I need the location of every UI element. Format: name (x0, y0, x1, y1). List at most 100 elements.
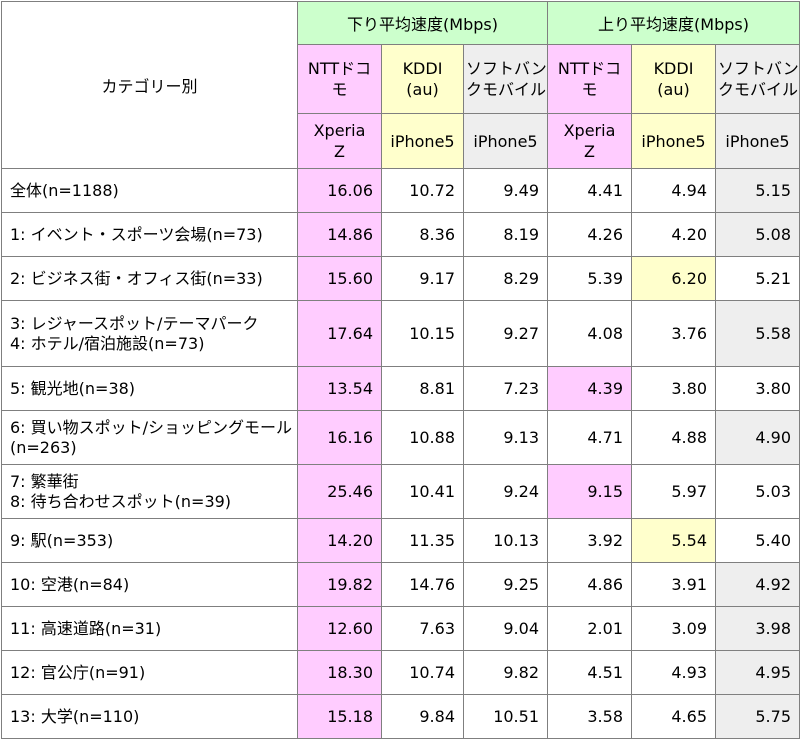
table-header: カテゴリー別 下り平均速度(Mbps) 上り平均速度(Mbps) NTTドコモ K… (1, 1, 800, 169)
value-cell: 2.01 (547, 606, 632, 651)
value-cell: 12.60 (297, 606, 382, 651)
value-cell: 11.35 (381, 518, 464, 563)
cell-text-line: KDDI (402, 59, 443, 78)
value-cell: 8.19 (463, 212, 548, 257)
value-cell: 5.03 (715, 464, 800, 519)
value-cell: 4.95 (715, 650, 800, 695)
value-cell: 9.25 (463, 562, 548, 607)
cell-text-line: 4: ホテル/宿泊施設(n=73) (10, 333, 205, 353)
value-cell: 16.16 (297, 410, 382, 465)
value-cell: 10.41 (381, 464, 464, 519)
cell-text-line: ソフトバン (466, 59, 547, 78)
value-cell: 4.39 (547, 366, 632, 411)
cell-text-line: 1: イベント・スポーツ会場(n=73) (10, 224, 263, 244)
cell-text-line: 8: 待ち合わせスポット(n=39) (10, 491, 232, 511)
value-cell: 25.46 (297, 464, 382, 519)
value-cell: 9.84 (381, 694, 464, 739)
device-header-2: iPhone5 (463, 113, 548, 169)
cell-text-line: Xperia (313, 121, 366, 140)
cell-text-line: KDDI (653, 59, 694, 78)
value-cell: 3.58 (547, 694, 632, 739)
value-cell: 4.88 (631, 410, 716, 465)
category-cell: 10: 空港(n=84) (1, 562, 298, 607)
table-row: 1: イベント・スポーツ会場(n=73) 14.86 8.36 8.19 4.26 4.2… (1, 212, 800, 257)
cell-text-line: 9: 駅(n=353) (10, 530, 114, 550)
cell-text-line: クモバイル (718, 80, 799, 99)
carrier-header-3: NTTドコモ (547, 44, 632, 114)
value-cell: 10.15 (381, 300, 464, 367)
value-cell: 5.40 (715, 518, 800, 563)
cell-text-line: NTTドコ (307, 59, 372, 78)
carrier-header-2: ソフトバンクモバイル (463, 44, 548, 114)
cell-text-line: iPhone5 (390, 131, 455, 151)
category-cell: 11: 高速道路(n=31) (1, 606, 298, 651)
value-cell: 10.51 (463, 694, 548, 739)
value-cell: 4.71 (547, 410, 632, 465)
category-cell: 1: イベント・スポーツ会場(n=73) (1, 212, 298, 257)
carrier-header-1: KDDI (au) (381, 44, 464, 114)
value-cell: 5.97 (631, 464, 716, 519)
category-cell: 12: 官公庁(n=91) (1, 650, 298, 695)
cell-text-line: (au) (406, 80, 439, 99)
value-cell: 9.13 (463, 410, 548, 465)
category-cell: 2: ビジネス街・オフィス街(n=33) (1, 256, 298, 301)
value-cell: 5.39 (547, 256, 632, 301)
device-header-0: Xperia Z (297, 113, 382, 169)
cell-text-line: NTTドコ (557, 59, 622, 78)
device-header-3: Xperia Z (547, 113, 632, 169)
value-cell: 18.30 (297, 650, 382, 695)
cell-text-line: クモバイル (466, 80, 547, 99)
cell-text-line: 6: 買い物スポット/ショッピングモール (10, 417, 293, 437)
value-cell: 9.27 (463, 300, 548, 367)
cell-text-line: Xperia (563, 121, 616, 140)
device-header-4: iPhone5 (631, 113, 716, 169)
value-cell: 3.80 (715, 366, 800, 411)
cell-text-line: Z (334, 142, 345, 161)
download-group-header: 下り平均速度(Mbps) (297, 1, 548, 45)
cell-text-line: 5: 観光地(n=38) (10, 378, 136, 398)
cell-text-line: 7: 繁華街 (10, 471, 79, 491)
category-cell: 9: 駅(n=353) (1, 518, 298, 563)
value-cell: 4.08 (547, 300, 632, 367)
value-cell: 9.17 (381, 256, 464, 301)
value-cell: 14.20 (297, 518, 382, 563)
value-cell: 4.26 (547, 212, 632, 257)
value-cell: 16.06 (297, 168, 382, 213)
value-cell: 14.86 (297, 212, 382, 257)
category-cell: 6: 買い物スポット/ショッピングモール (n=263) (1, 410, 298, 465)
value-cell: 4.41 (547, 168, 632, 213)
category-cell: 7: 繁華街 8: 待ち合わせスポット(n=39) (1, 464, 298, 519)
value-cell: 17.64 (297, 300, 382, 367)
device-header-5: iPhone5 (715, 113, 800, 169)
value-cell: 10.13 (463, 518, 548, 563)
category-cell: 全体(n=1188) (1, 168, 298, 213)
value-cell: 4.86 (547, 562, 632, 607)
value-cell: 9.04 (463, 606, 548, 651)
cell-text-line: Z (584, 142, 595, 161)
table-row: 13: 大学(n=110) 15.18 9.84 10.51 3.58 4.65 5.75 (1, 694, 800, 739)
value-cell: 9.15 (547, 464, 632, 519)
cell-text-line: モ (331, 80, 348, 99)
cell-text-line: モ (581, 80, 598, 99)
carrier-header-0: NTTドコモ (297, 44, 382, 114)
table-row: 9: 駅(n=353) 14.20 11.35 10.13 3.92 5.54 5.40 (1, 518, 800, 563)
value-cell: 13.54 (297, 366, 382, 411)
value-cell: 7.23 (463, 366, 548, 411)
table-row: 3: レジャースポット/テーマパーク 4: ホテル/宿泊施設(n=73) 17.64… (1, 300, 800, 367)
value-cell: 5.75 (715, 694, 800, 739)
cell-text-line: iPhone5 (473, 131, 538, 151)
value-cell: 19.82 (297, 562, 382, 607)
table-row: 5: 観光地(n=38) 13.54 8.81 7.23 4.39 3.80 3.80 (1, 366, 800, 411)
cell-text-line: 13: 大学(n=110) (10, 706, 140, 726)
value-cell: 15.18 (297, 694, 382, 739)
value-cell: 4.93 (631, 650, 716, 695)
table-row: 12: 官公庁(n=91) 18.30 10.74 9.82 4.51 4.93 4.95 (1, 650, 800, 695)
device-header-1: iPhone5 (381, 113, 464, 169)
cell-text-line: 10: 空港(n=84) (10, 574, 130, 594)
value-cell: 3.80 (631, 366, 716, 411)
value-cell: 5.54 (631, 518, 716, 563)
cell-text-line: ソフトバン (718, 59, 799, 78)
table-body: 全体(n=1188) 16.06 10.72 9.49 4.41 4.94 5.15 1: イ… (1, 168, 800, 739)
